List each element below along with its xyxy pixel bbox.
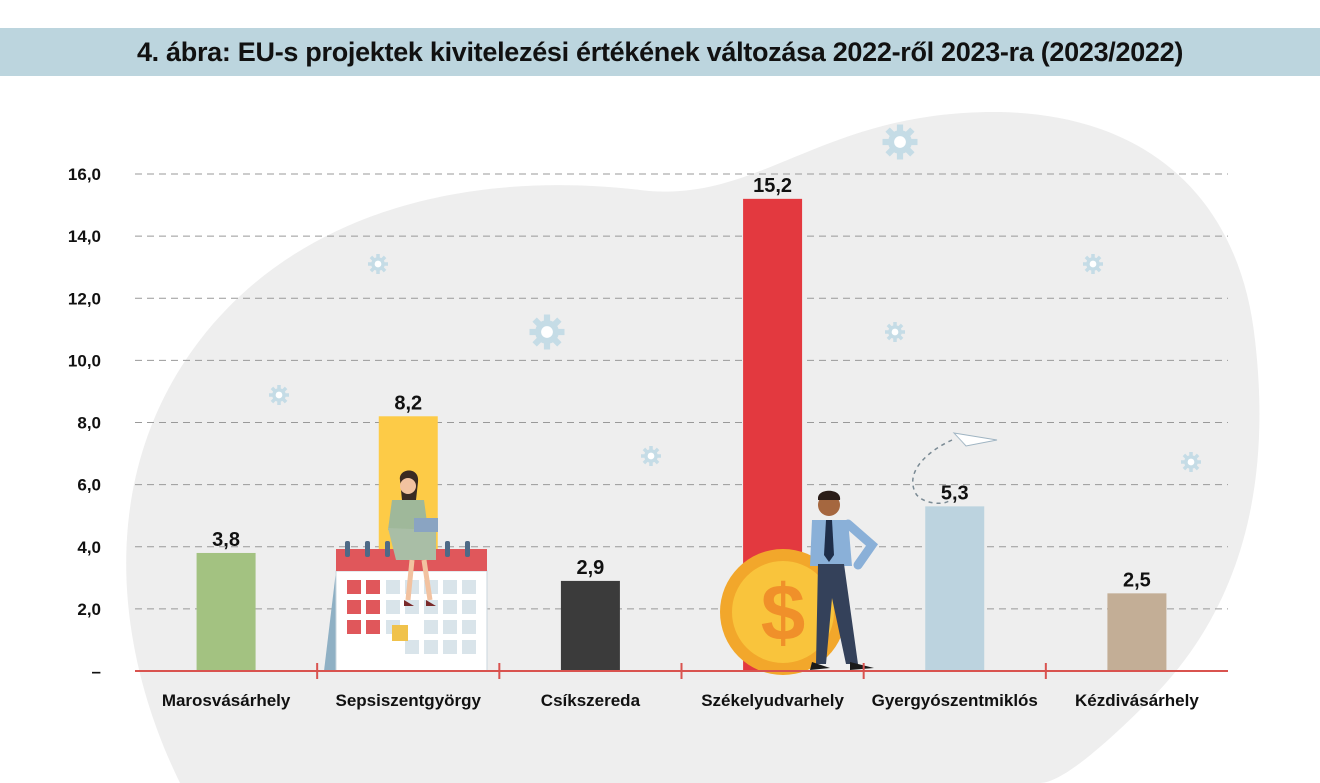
x-axis [135, 663, 1228, 679]
gear-icon [1083, 254, 1103, 274]
category-label: Marosvásárhely [162, 691, 291, 710]
category-label: Csíkszereda [541, 691, 641, 710]
y-tick-label: 8,0 [77, 414, 101, 433]
data-label: 2,9 [577, 557, 605, 579]
category-label: Székelyudvarhely [701, 691, 844, 710]
grid-lines [135, 173, 1228, 610]
y-tick-label: 6,0 [77, 476, 101, 495]
background-blob [126, 111, 1260, 783]
data-label: 2,5 [1123, 569, 1151, 591]
chart-title: 4. ábra: EU-s projektek kivitelezési ért… [136, 36, 1184, 67]
y-tick-label: 16,0 [68, 165, 101, 184]
woman-with-laptop-illustration [388, 470, 438, 606]
gear-icon [529, 314, 565, 350]
y-tick-label: 10,0 [68, 351, 101, 370]
y-axis-ticks: – 2,0 4,0 6,0 8,0 10,0 12,0 14,0 16,0 [68, 165, 101, 681]
title-bar: 4. ábra: EU-s projektek kivitelezési ért… [0, 28, 1320, 76]
bar [196, 552, 256, 671]
bar [1107, 593, 1167, 671]
gear-icon [368, 254, 388, 274]
category-label: Gyergyószentmiklós [872, 691, 1038, 710]
data-label: 5,3 [941, 482, 969, 504]
data-label: 8,2 [394, 392, 422, 414]
y-tick-label: – [92, 662, 101, 681]
bar [560, 580, 620, 671]
bar [925, 506, 985, 671]
gear-icon [641, 446, 661, 466]
gear-icon [882, 124, 918, 160]
category-label: Sepsiszentgyörgy [336, 691, 482, 710]
data-label: 3,8 [212, 529, 240, 551]
y-tick-label: 12,0 [68, 289, 101, 308]
category-labels: Marosvásárhely Sepsiszentgyörgy Csíkszered… [162, 691, 1200, 710]
gear-icon [1181, 452, 1201, 472]
category-label: Kézdivásárhely [1075, 691, 1199, 710]
businessman-illustration [810, 490, 879, 670]
gear-icon [269, 385, 289, 405]
y-tick-label: 2,0 [77, 600, 101, 619]
paper-plane-illustration [912, 432, 998, 505]
gear-decorations [269, 124, 1201, 472]
gear-icon [885, 322, 905, 342]
data-label: 15,2 [753, 175, 792, 197]
y-tick-label: 14,0 [68, 227, 101, 246]
illustrations: $ [324, 432, 998, 675]
data-labels: 3,8 8,2 2,9 15,2 5,3 2,5 [212, 175, 1151, 591]
y-tick-label: 4,0 [77, 538, 101, 557]
svg-text:$: $ [761, 568, 806, 657]
